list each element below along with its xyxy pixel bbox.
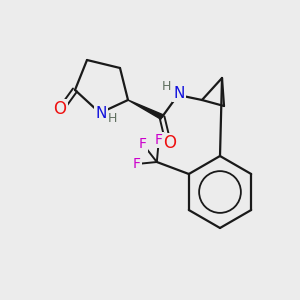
Text: H: H: [107, 112, 117, 125]
Text: F: F: [133, 157, 141, 171]
Text: F: F: [155, 133, 163, 147]
Text: F: F: [139, 137, 147, 151]
Polygon shape: [128, 100, 163, 119]
Text: O: O: [164, 134, 176, 152]
Text: O: O: [53, 100, 67, 118]
Text: N: N: [173, 85, 185, 100]
Text: N: N: [95, 106, 107, 122]
Text: H: H: [161, 80, 171, 94]
